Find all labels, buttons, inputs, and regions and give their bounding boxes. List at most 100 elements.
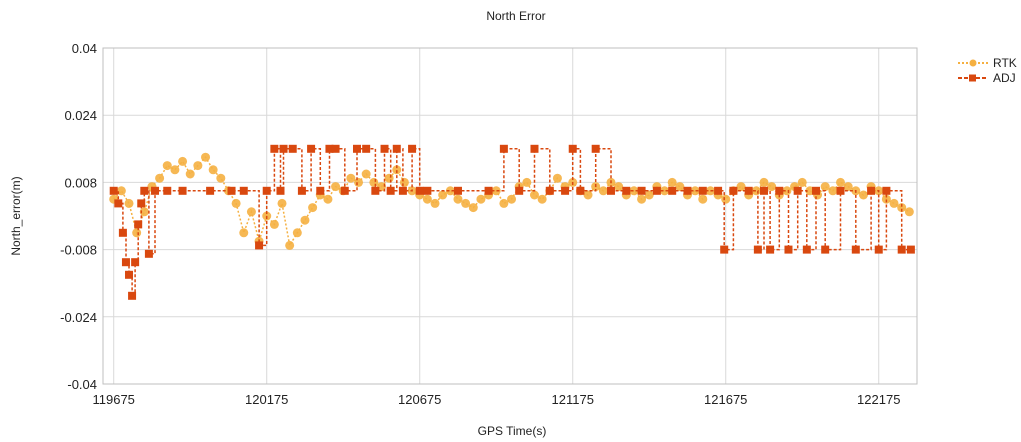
data-point-adj bbox=[683, 186, 692, 195]
data-point-rtk bbox=[323, 194, 333, 204]
data-point-adj bbox=[423, 186, 432, 195]
data-point-rtk bbox=[629, 186, 639, 196]
data-point-adj bbox=[867, 186, 876, 195]
data-point-rtk bbox=[384, 173, 394, 183]
data-point-rtk bbox=[522, 177, 532, 187]
data-point-rtk bbox=[346, 173, 356, 183]
data-point-rtk bbox=[246, 207, 256, 217]
x-tick-label: 121175 bbox=[552, 392, 594, 407]
data-point-rtk bbox=[904, 207, 914, 217]
data-point-rtk bbox=[468, 203, 478, 213]
data-point-adj bbox=[255, 241, 264, 250]
data-point-adj bbox=[637, 186, 646, 195]
data-point-adj bbox=[128, 291, 137, 300]
data-point-adj bbox=[515, 186, 524, 195]
data-point-adj bbox=[882, 186, 891, 195]
data-point-rtk bbox=[552, 173, 562, 183]
data-point-adj bbox=[759, 186, 768, 195]
data-point-adj bbox=[386, 186, 395, 195]
data-point-adj bbox=[561, 186, 570, 195]
y-tick-label: -0.04 bbox=[67, 377, 97, 392]
data-point-rtk bbox=[828, 186, 838, 196]
data-point-adj bbox=[288, 144, 297, 153]
data-point-rtk bbox=[399, 177, 409, 187]
data-point-rtk bbox=[139, 207, 149, 217]
y-tick-label: 0.04 bbox=[72, 41, 97, 56]
x-tick-label: 120175 bbox=[245, 392, 288, 407]
data-point-adj bbox=[352, 144, 361, 153]
data-point-rtk bbox=[170, 165, 180, 175]
y-tick-label: 0.024 bbox=[64, 108, 97, 123]
data-point-rtk bbox=[797, 177, 807, 187]
data-point-rtk bbox=[721, 194, 731, 204]
data-point-adj bbox=[545, 186, 554, 195]
data-point-rtk bbox=[392, 165, 402, 175]
data-point-rtk bbox=[208, 165, 218, 175]
legend-item-rtk: RTK bbox=[958, 56, 1017, 70]
x-tick-label: 120675 bbox=[398, 392, 441, 407]
data-point-adj bbox=[398, 186, 407, 195]
data-point-rtk bbox=[614, 182, 624, 192]
data-point-rtk bbox=[858, 190, 868, 200]
data-point-rtk bbox=[193, 161, 203, 171]
data-point-adj bbox=[753, 245, 762, 254]
data-point-adj bbox=[591, 144, 600, 153]
data-point-adj bbox=[118, 228, 127, 237]
data-point-rtk bbox=[124, 198, 134, 208]
data-point-adj bbox=[812, 186, 821, 195]
data-point-rtk bbox=[537, 194, 547, 204]
data-point-adj bbox=[766, 245, 775, 254]
data-point-rtk bbox=[162, 161, 172, 171]
data-point-adj bbox=[530, 144, 539, 153]
chart-title: North Error bbox=[486, 9, 545, 23]
data-point-adj bbox=[297, 186, 306, 195]
data-point-rtk bbox=[782, 186, 792, 196]
legend-label: ADJ bbox=[993, 71, 1016, 85]
data-point-rtk bbox=[269, 219, 279, 229]
data-point-adj bbox=[163, 186, 172, 195]
series-layer bbox=[109, 144, 915, 300]
legend-item-adj: ADJ bbox=[958, 71, 1016, 85]
grid-layer bbox=[103, 47, 917, 385]
data-point-adj bbox=[784, 245, 793, 254]
data-point-adj bbox=[897, 245, 906, 254]
data-point-adj bbox=[262, 186, 271, 195]
data-point-adj bbox=[851, 245, 860, 254]
data-point-rtk bbox=[889, 198, 899, 208]
data-point-rtk bbox=[461, 198, 471, 208]
data-point-adj bbox=[668, 186, 677, 195]
data-point-rtk bbox=[277, 198, 287, 208]
data-point-adj bbox=[362, 144, 371, 153]
data-point-rtk bbox=[529, 190, 539, 200]
data-point-adj bbox=[131, 258, 140, 267]
data-point-rtk bbox=[216, 173, 226, 183]
data-point-adj bbox=[802, 245, 811, 254]
data-point-adj bbox=[137, 199, 146, 208]
data-point-rtk bbox=[116, 186, 126, 196]
y-tick-label: -0.024 bbox=[60, 310, 97, 325]
data-point-rtk bbox=[507, 194, 517, 204]
data-point-adj bbox=[316, 186, 325, 195]
data-point-rtk bbox=[476, 194, 486, 204]
data-point-rtk bbox=[843, 182, 853, 192]
data-point-adj bbox=[793, 186, 802, 195]
x-tick-label: 122175 bbox=[857, 392, 900, 407]
data-point-adj bbox=[453, 186, 462, 195]
data-point-adj bbox=[134, 220, 143, 229]
data-point-adj bbox=[109, 186, 118, 195]
data-point-rtk bbox=[583, 190, 593, 200]
data-point-rtk bbox=[308, 203, 318, 213]
data-point-rtk bbox=[361, 169, 371, 179]
data-point-rtk bbox=[300, 215, 310, 225]
data-point-adj bbox=[714, 186, 723, 195]
data-point-adj bbox=[206, 186, 215, 195]
legend-label: RTK bbox=[993, 56, 1017, 70]
data-point-rtk bbox=[644, 190, 654, 200]
y-tick-label: 0.008 bbox=[64, 175, 97, 190]
data-point-rtk bbox=[881, 194, 891, 204]
data-point-rtk bbox=[759, 177, 769, 187]
data-point-adj bbox=[307, 144, 316, 153]
data-point-rtk bbox=[292, 228, 302, 238]
